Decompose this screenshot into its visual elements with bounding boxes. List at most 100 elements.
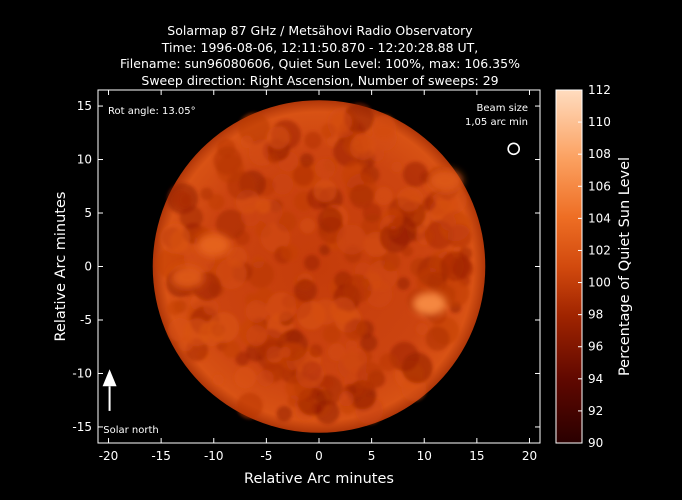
rot-angle-label: Rot angle: 13.05°	[108, 106, 196, 117]
texture-blob	[160, 223, 191, 254]
bright-region	[170, 265, 205, 289]
texture-blob	[402, 161, 429, 188]
texture-blob	[440, 251, 471, 281]
x-axis-label: Relative Arc minutes	[244, 471, 394, 487]
bright-region	[428, 169, 463, 193]
texture-blob	[212, 374, 224, 386]
texture-blob	[198, 320, 225, 347]
texture-blob	[299, 153, 314, 168]
texture-blob	[330, 111, 353, 133]
texture-blob	[235, 351, 250, 366]
x-tick-label: 20	[522, 449, 537, 463]
y-axis-label: Relative Arc minutes	[53, 192, 69, 342]
texture-blob	[425, 326, 450, 351]
texture-blob	[255, 222, 272, 239]
colorbar-tick-label: 108	[588, 147, 611, 161]
texture-blob	[422, 197, 436, 211]
beam-circle	[507, 142, 521, 156]
texture-blob	[167, 300, 183, 316]
colorbar-tick-label: 100	[588, 276, 611, 290]
texture-blob	[362, 203, 382, 223]
texture-blob	[321, 123, 337, 139]
texture-blob	[343, 274, 373, 304]
texture-blob	[281, 294, 296, 309]
texture-blob	[226, 171, 256, 200]
texture-blob	[344, 318, 366, 341]
texture-blob	[323, 158, 338, 173]
bright-region	[412, 292, 447, 316]
texture-blob	[391, 161, 403, 173]
texture-blob	[349, 184, 374, 209]
texture-blob	[313, 179, 337, 203]
colorbar-tick-label: 102	[588, 243, 611, 257]
texture-blob	[315, 389, 333, 406]
texture-blob	[234, 366, 257, 389]
texture-blob	[397, 189, 421, 212]
texture-blob	[290, 160, 320, 189]
texture-blob	[266, 126, 290, 150]
title-line-1: Solarmap 87 GHz / Metsähovi Radio Observ…	[167, 23, 473, 38]
colorbar-label: Percentage of Quiet Sun Level	[617, 157, 633, 376]
texture-blob	[330, 297, 356, 324]
title-line-2: Time: 1996-08-06, 12:11:50.870 - 12:20:2…	[161, 39, 479, 55]
texture-blob	[416, 267, 444, 296]
texture-blob	[322, 325, 341, 344]
texture-blob	[381, 252, 401, 272]
texture-blob	[239, 317, 269, 347]
texture-blob	[336, 224, 367, 255]
texture-blob	[356, 362, 384, 390]
solar-north-arrowhead	[102, 369, 117, 387]
texture-blob	[271, 173, 294, 195]
texture-blob	[299, 218, 316, 234]
texture-blob	[401, 352, 433, 384]
solar-north-label: Solar north	[103, 424, 159, 436]
texture-blob	[247, 261, 275, 289]
texture-blob	[278, 342, 307, 371]
texture-blob	[304, 131, 322, 149]
colorbar-tick-label: 110	[588, 115, 611, 129]
x-tick-label: 15	[469, 449, 484, 463]
y-tick-label: 10	[77, 153, 92, 167]
texture-blob	[178, 336, 194, 352]
texture-blob	[236, 392, 263, 419]
texture-blob	[338, 390, 355, 407]
colorbar	[555, 89, 583, 444]
x-tick-label: 5	[368, 449, 376, 463]
texture-blob	[222, 340, 241, 359]
texture-blob	[319, 244, 331, 256]
texture-blob	[257, 369, 274, 387]
texture-blob	[371, 125, 398, 151]
x-tick-label: 10	[417, 449, 432, 463]
texture-blob	[327, 135, 338, 147]
texture-blob	[208, 193, 225, 211]
y-tick-label: 0	[84, 260, 92, 274]
colorbar-tick-label: 96	[588, 340, 603, 354]
x-tick-label: -15	[151, 449, 171, 463]
colorbar-tick-label: 98	[588, 308, 603, 322]
texture-blob	[281, 244, 299, 262]
colorbar-tick-label: 104	[588, 211, 611, 225]
texture-blob	[360, 334, 378, 352]
colorbar-tick-label: 112	[588, 83, 611, 97]
y-tick-label: 5	[84, 206, 92, 220]
texture-blob	[309, 343, 323, 358]
y-tick-label: -5	[80, 313, 92, 327]
title-line-4: Sweep direction: Right Ascension, Number…	[141, 72, 499, 88]
texture-blob	[415, 322, 429, 336]
y-tick-label: -15	[72, 420, 92, 434]
colorbar-tick-label: 92	[588, 404, 603, 418]
x-tick-label: -20	[99, 449, 119, 463]
x-tick-label: 0	[315, 449, 323, 463]
title-line-3: Filename: sun96080606, Quiet Sun Level: …	[120, 56, 520, 72]
texture-blob	[439, 210, 471, 242]
texture-blob	[379, 353, 398, 372]
texture-blob	[200, 187, 213, 201]
texture-blob	[396, 277, 410, 291]
chart-title: Solarmap 87 GHz / Metsähovi Radio Observ…	[60, 23, 580, 89]
texture-blob	[215, 258, 247, 290]
texture-blob	[252, 256, 265, 269]
texture-blob	[203, 299, 219, 316]
colorbar-tick-label: 94	[588, 372, 603, 386]
texture-blob	[374, 186, 393, 206]
